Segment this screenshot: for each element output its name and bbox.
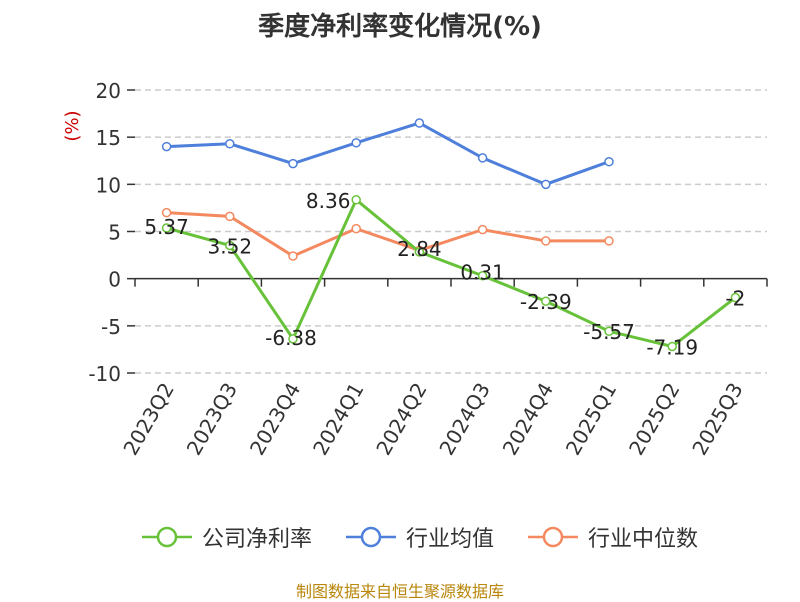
- data-labels: 5.37 3.52 -6.38 8.36 2.84 0.31 -2.39 -5.57 -7.19…: [144, 189, 745, 360]
- data-point[interactable]: [414, 118, 425, 128]
- legend-item[interactable]: 公司净利率: [141, 521, 312, 553]
- series-line: [166, 121, 610, 186]
- data-point[interactable]: [288, 251, 298, 261]
- y-axis-label: (%): [62, 110, 83, 141]
- data-label: 5.37: [144, 215, 189, 239]
- y-tick-label: 20: [96, 79, 121, 103]
- series-line: [166, 211, 609, 258]
- data-point[interactable]: [288, 334, 298, 344]
- data-point[interactable]: [351, 195, 361, 205]
- legend-marker: [542, 526, 564, 548]
- data-point[interactable]: [604, 236, 614, 246]
- legend-label: 行业中位数: [588, 527, 699, 552]
- data-label: -5.57: [583, 320, 635, 344]
- data-point[interactable]: [414, 247, 425, 257]
- data-label: -7.19: [646, 335, 698, 359]
- x-tick-label: 2024Q3: [434, 378, 494, 459]
- y-tick-label: 0: [108, 268, 121, 292]
- data-point[interactable]: [161, 223, 172, 233]
- data-point[interactable]: [477, 224, 488, 235]
- data-label: 2.84: [397, 237, 442, 261]
- data-point[interactable]: [667, 341, 677, 352]
- data-label: 8.36: [306, 189, 351, 213]
- data-label: 3.52: [208, 234, 253, 258]
- chart-title: 季度净利率变化情况(%): [258, 12, 542, 42]
- grid-lines: [135, 89, 767, 374]
- data-label: -2: [725, 287, 745, 311]
- legend-label: 行业均值: [405, 527, 494, 552]
- data-point[interactable]: [477, 153, 488, 163]
- data-point[interactable]: [604, 326, 614, 336]
- data-point[interactable]: [541, 236, 551, 246]
- legend-swatch-icon: [528, 526, 578, 548]
- y-tick-label: 5: [108, 221, 121, 245]
- legend-marker: [360, 526, 382, 548]
- legend-marker: [156, 526, 178, 548]
- legend-swatch-icon: [345, 526, 396, 548]
- data-label: -6.38: [265, 326, 317, 350]
- x-tick-label: 2023Q2: [118, 379, 178, 460]
- data-point[interactable]: [604, 156, 614, 167]
- y-tick-label: -10: [88, 362, 121, 386]
- x-tick-label: 2023Q4: [245, 379, 305, 460]
- x-tick-label: 2025Q3: [687, 379, 747, 460]
- data-point[interactable]: [541, 296, 551, 306]
- series-line: [166, 197, 737, 349]
- x-tick-label: 2024Q1: [308, 379, 368, 460]
- data-point[interactable]: [351, 223, 361, 234]
- legend: 公司净利率 行业均值 行业中位数: [120, 520, 720, 554]
- data-point[interactable]: [225, 240, 235, 251]
- data-point[interactable]: [161, 207, 172, 218]
- data-point[interactable]: [161, 141, 172, 152]
- data-point[interactable]: [477, 270, 488, 281]
- legend-item[interactable]: 行业中位数: [528, 521, 698, 553]
- x-tick-label: 2025Q2: [624, 379, 684, 460]
- data-point[interactable]: [225, 211, 235, 222]
- x-tick-label: 2025Q1: [561, 379, 621, 460]
- legend-swatch-icon: [141, 526, 192, 548]
- data-label: 0.31: [460, 261, 505, 285]
- x-tick-label: 2023Q3: [182, 379, 242, 460]
- y-tick-label: -5: [101, 315, 121, 339]
- data-point[interactable]: [225, 139, 235, 149]
- x-tick-label: 2024Q4: [498, 379, 558, 460]
- data-point[interactable]: [288, 158, 298, 169]
- y-tick-label: 15: [96, 126, 121, 150]
- data-point[interactable]: [730, 292, 741, 303]
- data-source-note: 制图数据来自恒生聚源数据库: [295, 582, 504, 601]
- data-label: -2.39: [520, 290, 572, 314]
- x-tick-label: 2024Q2: [371, 379, 431, 460]
- data-point[interactable]: [541, 179, 551, 190]
- y-tick-label: 10: [96, 173, 121, 197]
- legend-label: 公司净利率: [201, 527, 312, 552]
- legend-item[interactable]: 行业均值: [345, 521, 494, 553]
- data-point[interactable]: [351, 138, 361, 148]
- series-group: [161, 118, 741, 352]
